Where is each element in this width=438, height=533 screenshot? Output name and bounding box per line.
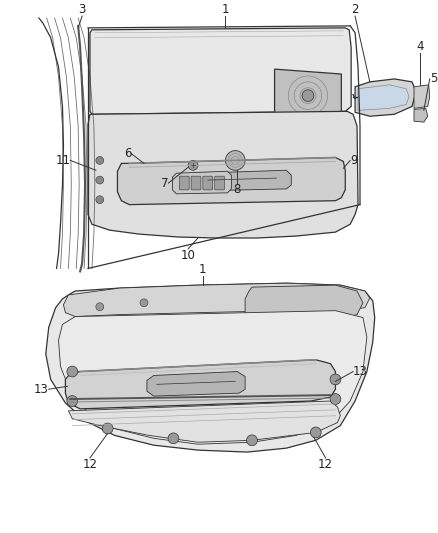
Polygon shape <box>64 283 370 317</box>
Polygon shape <box>173 171 231 194</box>
Polygon shape <box>275 69 341 123</box>
Circle shape <box>96 157 104 164</box>
Text: 1: 1 <box>222 3 229 16</box>
Polygon shape <box>68 401 340 442</box>
FancyBboxPatch shape <box>203 176 213 190</box>
Polygon shape <box>414 85 430 108</box>
Circle shape <box>330 394 341 405</box>
Circle shape <box>96 196 104 204</box>
Text: 5: 5 <box>430 72 437 85</box>
FancyBboxPatch shape <box>179 176 189 190</box>
Text: 11: 11 <box>55 154 71 167</box>
Circle shape <box>96 176 104 184</box>
Circle shape <box>247 435 258 446</box>
Circle shape <box>96 303 104 311</box>
Text: 10: 10 <box>181 249 196 262</box>
Polygon shape <box>414 108 428 122</box>
Polygon shape <box>59 311 367 444</box>
Circle shape <box>67 366 78 377</box>
Polygon shape <box>193 170 291 191</box>
Text: 9: 9 <box>350 154 358 167</box>
Text: 6: 6 <box>124 147 131 160</box>
Text: 13: 13 <box>34 383 49 395</box>
Text: 12: 12 <box>318 458 333 471</box>
Text: 3: 3 <box>78 3 86 16</box>
Circle shape <box>311 427 321 438</box>
Polygon shape <box>46 283 375 452</box>
Text: 2: 2 <box>351 3 359 16</box>
Text: 4: 4 <box>416 41 424 53</box>
FancyBboxPatch shape <box>191 176 201 190</box>
Polygon shape <box>90 28 351 114</box>
Polygon shape <box>355 79 416 116</box>
Circle shape <box>302 90 314 101</box>
Circle shape <box>168 433 179 444</box>
Circle shape <box>330 374 341 385</box>
Circle shape <box>226 151 245 170</box>
Text: 12: 12 <box>82 458 98 471</box>
Circle shape <box>140 299 148 307</box>
Text: 1: 1 <box>199 263 207 276</box>
Text: 7: 7 <box>161 176 169 190</box>
FancyBboxPatch shape <box>215 176 225 190</box>
Circle shape <box>188 160 198 170</box>
Polygon shape <box>88 111 358 238</box>
Polygon shape <box>245 285 363 322</box>
Polygon shape <box>117 157 345 205</box>
Circle shape <box>102 423 113 434</box>
Polygon shape <box>358 85 409 110</box>
Polygon shape <box>65 360 336 409</box>
Text: 13: 13 <box>353 365 368 378</box>
Polygon shape <box>147 372 245 396</box>
Circle shape <box>67 395 78 406</box>
Text: 8: 8 <box>233 183 241 196</box>
